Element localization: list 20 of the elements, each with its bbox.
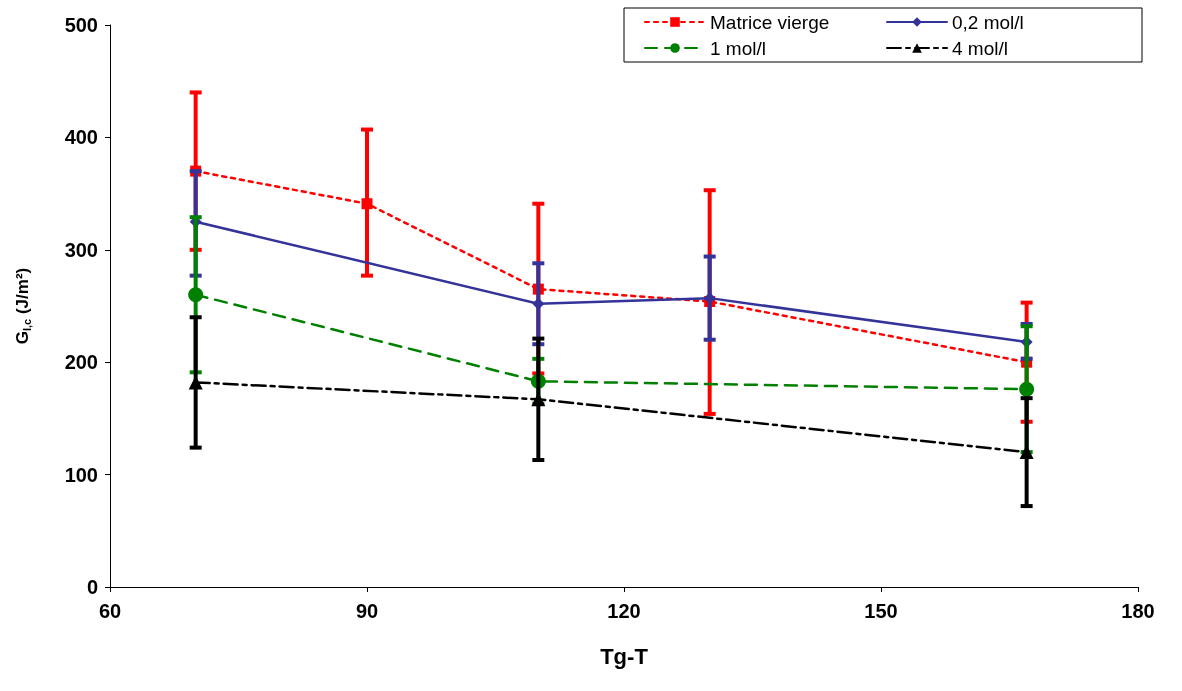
x-tick-label: 60 (98, 600, 122, 622)
y-tick-label: 500 (64, 14, 98, 36)
x-tick-label: 180 (1121, 600, 1155, 622)
y-tick-label: 400 (64, 126, 98, 149)
legend-label: 4 mol/l (952, 37, 1008, 59)
x-tick-label: 120 (607, 600, 641, 622)
y-axis-title: GI,c (J/m²) (13, 267, 33, 345)
x-axis-title: Tg-T (600, 643, 649, 669)
y-tick-label: 100 (64, 463, 98, 486)
legend-label: 1 mol/l (710, 37, 766, 59)
x-tick-label: 90 (355, 600, 379, 622)
legend-label: 0,2 mol/l (952, 11, 1024, 33)
point (1019, 381, 1035, 397)
point (188, 287, 204, 303)
point (361, 198, 373, 210)
y-tick-label: 0 (86, 576, 98, 598)
legend-label: Matrice vierge (710, 11, 830, 33)
x-tick-label: 150 (864, 600, 898, 622)
y-tick-label: 200 (64, 351, 98, 374)
y-tick-label: 300 (64, 238, 98, 261)
